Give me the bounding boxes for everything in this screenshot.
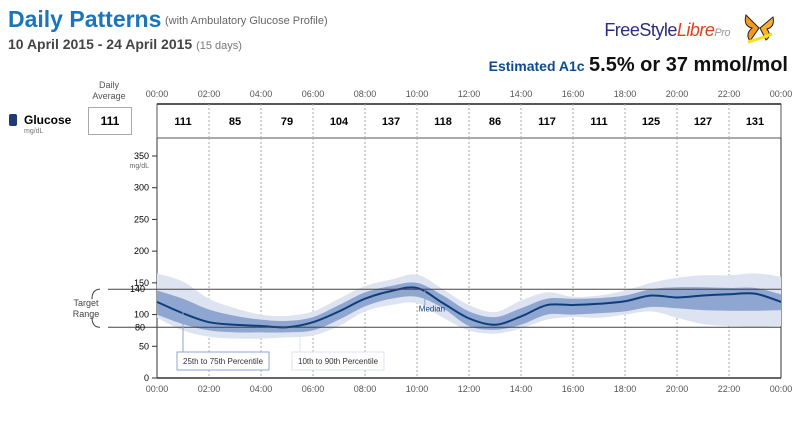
hourly-average-value: 111 bbox=[174, 116, 191, 128]
hourly-average-value: 117 bbox=[538, 116, 556, 128]
daily-average-label: Daily Average bbox=[92, 80, 126, 101]
x-tick-bottom: 06:00 bbox=[302, 384, 325, 394]
glucose-label: Glucose bbox=[24, 113, 72, 127]
x-tick-bottom: 12:00 bbox=[458, 384, 481, 394]
glucose-meter-icon bbox=[9, 114, 17, 126]
logo-freestyle: FreeStyle bbox=[604, 20, 677, 40]
y-tick-label: 300 bbox=[134, 183, 149, 193]
outer-legend: 10th to 90th Percentile bbox=[298, 357, 379, 366]
daily-average-value: 111 bbox=[88, 107, 132, 135]
hourly-average-value: 125 bbox=[642, 116, 660, 128]
x-tick-bottom: 08:00 bbox=[354, 384, 377, 394]
x-tick-top: 20:00 bbox=[666, 89, 689, 99]
x-tick-top: 14:00 bbox=[510, 89, 533, 99]
estimated-a1c: Estimated A1c 5.5% or 37 mmol/mol bbox=[489, 54, 788, 77]
target-bracket bbox=[91, 288, 101, 328]
x-tick-top: 04:00 bbox=[250, 89, 273, 99]
target-value: 80 bbox=[135, 322, 145, 332]
page-title: Daily Patterns bbox=[8, 6, 162, 32]
outer-legend-box bbox=[291, 351, 385, 371]
y-tick-label: 350 bbox=[134, 151, 149, 161]
x-tick-top: 16:00 bbox=[562, 89, 585, 99]
logo-pro: Pro bbox=[714, 27, 730, 39]
a1c-label: Estimated A1c bbox=[488, 58, 585, 74]
y-tick-label: 100 bbox=[134, 310, 149, 320]
x-tick-bottom: 18:00 bbox=[614, 384, 637, 394]
y-tick-label: 250 bbox=[134, 214, 149, 224]
iqr-legend: 25th to 75th Percentile bbox=[183, 357, 264, 366]
hourly-average-value: 131 bbox=[746, 116, 764, 128]
target-value: 140 bbox=[130, 284, 145, 294]
freestyle-libre-logo: FreeStyleLibrePro bbox=[604, 20, 730, 41]
iqr-legend-box bbox=[176, 351, 270, 371]
x-tick-bottom: 20:00 bbox=[666, 384, 689, 394]
a1c-value: 5.5% or 37 mmol/mol bbox=[589, 54, 788, 76]
x-tick-top: 10:00 bbox=[406, 89, 429, 99]
target-range-label: Target Range bbox=[72, 298, 100, 319]
x-tick-bottom: 16:00 bbox=[562, 384, 585, 394]
x-tick-bottom: 02:00 bbox=[198, 384, 221, 394]
median-line bbox=[156, 286, 782, 329]
butterfly-icon bbox=[744, 14, 774, 44]
y-tick-label: 200 bbox=[134, 246, 149, 256]
x-tick-bottom: 22:00 bbox=[718, 384, 741, 394]
y-unit: mg/dL bbox=[130, 163, 150, 170]
y-tick-label: 0 bbox=[144, 373, 149, 383]
x-tick-top: 08:00 bbox=[354, 89, 377, 99]
date-range-text: 10 April 2015 - 24 April 2015 bbox=[8, 36, 193, 52]
logo-libre: Libre bbox=[676, 20, 715, 40]
x-tick-top: 06:00 bbox=[302, 89, 325, 99]
hourly-average-value: 85 bbox=[229, 116, 241, 128]
hourly-average-value: 79 bbox=[281, 116, 293, 128]
band-25-75 bbox=[157, 282, 781, 333]
glucose-unit: mg/dL bbox=[24, 128, 44, 135]
x-tick-top: 00:00 bbox=[770, 89, 793, 99]
x-tick-top: 00:00 bbox=[146, 89, 169, 99]
x-tick-top: 02:00 bbox=[198, 89, 221, 99]
y-tick-label: 50 bbox=[139, 341, 149, 351]
hourly-average-value: 137 bbox=[382, 116, 400, 128]
x-tick-bottom: 14:00 bbox=[510, 384, 533, 394]
x-tick-top: 12:00 bbox=[458, 89, 481, 99]
hourly-average-value: 127 bbox=[694, 116, 712, 128]
day-count: (15 days) bbox=[196, 40, 242, 52]
median-label: Median bbox=[419, 304, 445, 313]
hourly-average-value: 86 bbox=[489, 116, 501, 128]
x-tick-bottom: 00:00 bbox=[770, 384, 793, 394]
date-range: 10 April 2015 - 24 April 2015 (15 days) bbox=[8, 36, 242, 52]
x-tick-top: 22:00 bbox=[718, 89, 741, 99]
hourly-average-value: 118 bbox=[434, 116, 452, 128]
y-tick-label: 150 bbox=[134, 278, 149, 288]
x-tick-top: 18:00 bbox=[614, 89, 637, 99]
page-subtitle: (with Ambulatory Glucose Profile) bbox=[165, 15, 328, 27]
x-tick-bottom: 00:00 bbox=[146, 384, 169, 394]
hourly-average-value: 111 bbox=[590, 116, 607, 128]
x-tick-bottom: 04:00 bbox=[250, 384, 273, 394]
x-tick-bottom: 10:00 bbox=[406, 384, 429, 394]
hourly-average-value: 104 bbox=[330, 116, 349, 128]
